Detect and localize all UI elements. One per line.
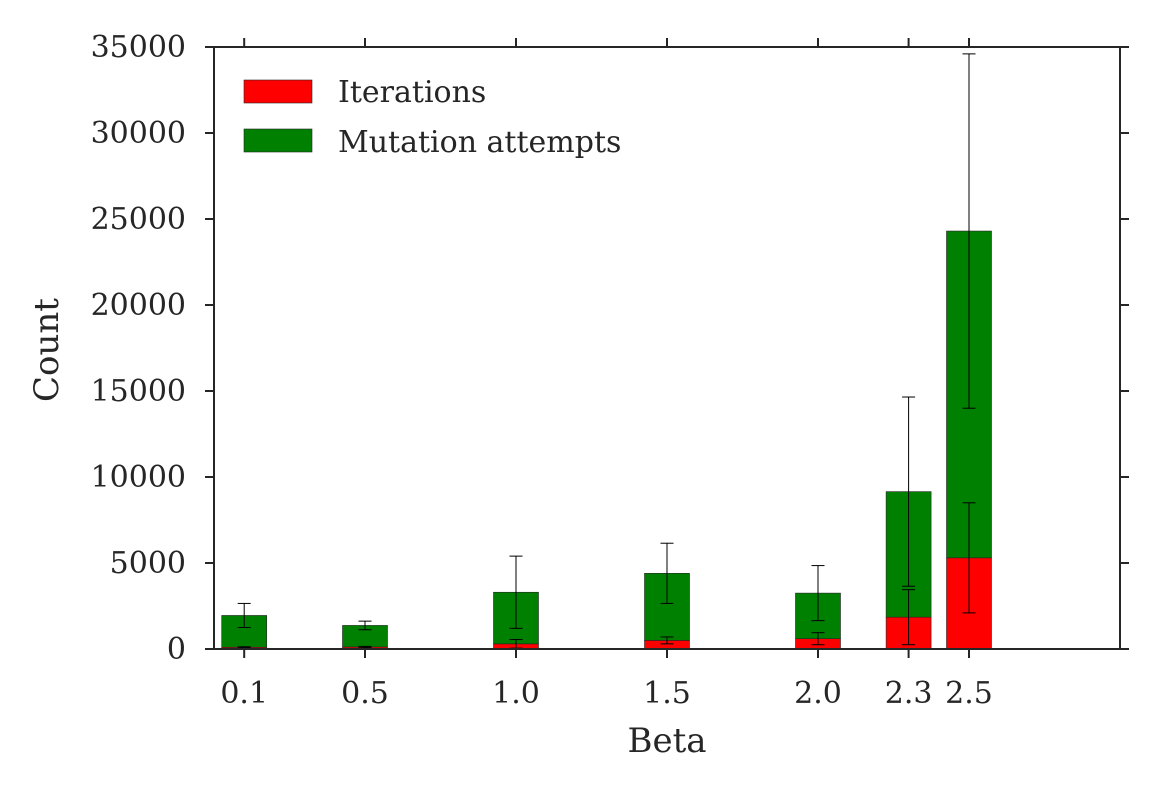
legend-swatch-mutation-attempts (243, 128, 313, 153)
error-bar-iterations-2-0 (811, 632, 825, 646)
error-bar-mutation-attempts-1-5 (660, 542, 674, 604)
x-tick-label-1-0: 1.0 (492, 676, 540, 711)
error-bar-iterations-0-5 (358, 645, 372, 648)
error-bar-mutation-attempts-0-1 (237, 602, 251, 628)
x-tick-label-2-0: 2.0 (794, 676, 842, 711)
x-tick-label-0-5: 0.5 (341, 676, 389, 711)
error-bar-mutation-attempts-1-0 (509, 555, 523, 629)
legend-label-mutation-attempts: Mutation attempts (338, 125, 621, 160)
error-bar-mutation-attempts-2-0 (811, 565, 825, 622)
x-axis-title: Beta (627, 721, 706, 761)
y-tick-label-5000: 5000 (110, 546, 186, 581)
y-tick-label-30000: 30000 (91, 116, 186, 151)
y-axis-title: Count (27, 298, 67, 402)
error-bar-iterations-2-5 (962, 502, 976, 614)
x-tick-label-2-5: 2.5 (945, 676, 993, 711)
legend-label-iterations: Iterations (338, 75, 486, 110)
error-bar-iterations-2-3 (902, 589, 916, 646)
y-tick-label-35000: 35000 (91, 30, 186, 65)
x-tick-label-0-1: 0.1 (220, 676, 268, 711)
y-tick-label-15000: 15000 (91, 374, 186, 409)
error-bar-mutation-attempts-2-5 (962, 53, 976, 409)
y-tick-label-20000: 20000 (91, 288, 186, 323)
x-tick-label-2-3: 2.3 (885, 676, 933, 711)
ticks-layer: 0.1 0.5 1.0 1.5 2.0 2.3 2.5 0 5000 10000 15000 2000… (91, 30, 1129, 711)
legend: Iterations Mutation attempts (243, 75, 621, 160)
error-bar-mutation-attempts-0-5 (358, 620, 372, 631)
error-bars-layer (237, 53, 976, 649)
y-tick-label-10000: 10000 (91, 460, 186, 495)
y-tick-label-25000: 25000 (91, 202, 186, 237)
error-bar-iterations-1-5 (660, 636, 674, 645)
x-tick-label-1-5: 1.5 (643, 676, 691, 711)
error-bar-iterations-0-1 (237, 646, 251, 649)
error-bar-mutation-attempts-2-3 (902, 396, 916, 587)
y-tick-label-0: 0 (167, 632, 186, 667)
legend-swatch-iterations (243, 79, 313, 104)
